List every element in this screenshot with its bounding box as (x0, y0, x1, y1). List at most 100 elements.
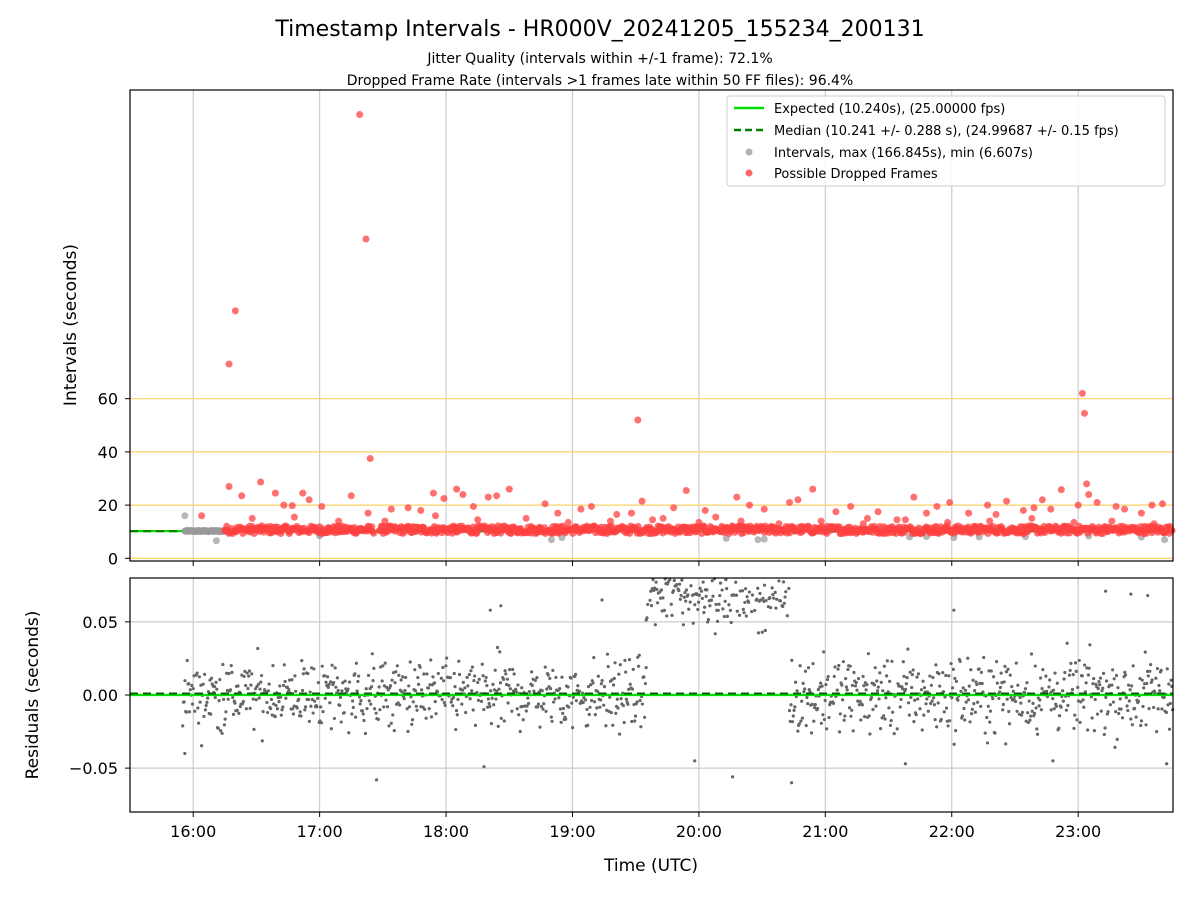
dropped-frame-point (1148, 501, 1156, 509)
residual-point (1127, 699, 1131, 703)
residual-point (374, 711, 378, 715)
residual-point (986, 704, 990, 708)
residual-point (1034, 706, 1038, 710)
residual-point (1136, 699, 1141, 703)
residual-point (1031, 701, 1035, 706)
residual-point (369, 702, 373, 706)
residual-point (925, 697, 929, 701)
residual-point (875, 689, 880, 693)
residual-point (592, 700, 597, 704)
residual-point (723, 599, 727, 603)
residual-point (581, 700, 585, 705)
residual-point (609, 710, 613, 715)
dropped-frame-point (318, 502, 326, 510)
dropped-frame-point (1083, 480, 1091, 488)
residual-point (589, 698, 594, 703)
residual-point (1126, 708, 1130, 713)
residual-point (574, 672, 578, 676)
x-tick-label: 16:00 (170, 822, 216, 841)
residual-point (372, 707, 377, 711)
residual-point (909, 695, 913, 699)
residual-point (994, 660, 999, 664)
residual-point (526, 696, 530, 700)
residual-point (638, 698, 642, 703)
residual-point (434, 712, 438, 716)
residual-point (1015, 709, 1019, 713)
residuals-y-axis-label: Residuals (seconds) (23, 611, 43, 780)
dropped-frame-point (817, 517, 825, 525)
residual-point (1011, 689, 1015, 693)
residual-point (689, 584, 693, 588)
residual-point (674, 582, 679, 587)
residual-point (764, 598, 768, 603)
residual-point (351, 705, 355, 710)
residual-point (468, 697, 472, 701)
residual-point (295, 706, 299, 710)
dropped-frame-point (305, 496, 313, 504)
residual-point (491, 682, 495, 686)
residual-point (715, 619, 720, 624)
dropped-frame-point (1108, 517, 1116, 525)
residual-point (433, 699, 437, 704)
residual-point (954, 728, 958, 733)
residual-point (383, 661, 387, 665)
residual-point (369, 685, 374, 689)
residual-point (1008, 673, 1012, 677)
residual-point (1111, 700, 1116, 704)
residual-point (326, 685, 330, 689)
residual-point (813, 702, 817, 707)
residual-point (812, 719, 816, 723)
residual-point (1006, 667, 1010, 671)
residual-point (907, 713, 911, 717)
residual-point (410, 718, 415, 722)
residual-point (530, 683, 534, 688)
residual-point (873, 666, 877, 670)
residual-point (1039, 708, 1043, 712)
residual-point (1035, 732, 1040, 736)
dropped-frame-point (453, 485, 461, 493)
residual-point (190, 683, 194, 688)
residual-point (1075, 718, 1079, 722)
dropped-frame-point (432, 512, 440, 520)
residual-point (1126, 683, 1131, 687)
residual-point (845, 688, 849, 692)
residual-point (626, 702, 630, 706)
residual-point (1054, 704, 1059, 708)
residual-point (271, 664, 275, 668)
residual-point (364, 687, 368, 691)
dropped-frame-point (670, 504, 678, 512)
residual-point (759, 598, 763, 602)
residual-point (464, 710, 468, 715)
residual-point (300, 658, 304, 663)
residual-point (1130, 723, 1134, 727)
residual-point (515, 707, 519, 711)
residual-point (378, 708, 382, 712)
residual-point (1116, 686, 1120, 690)
residual-point (846, 667, 850, 672)
residual-point (628, 682, 632, 686)
dropped-frame-point (1168, 527, 1176, 535)
residual-point (1149, 680, 1153, 685)
residual-point (755, 597, 759, 601)
residual-point (805, 695, 809, 700)
residual-point (630, 719, 634, 724)
residual-point (722, 614, 726, 619)
dropped-frame-point (1078, 389, 1086, 397)
residual-point (333, 666, 337, 670)
residual-point (408, 660, 412, 664)
residual-point (586, 685, 591, 689)
residual-point (414, 704, 418, 708)
residual-point (682, 595, 686, 599)
dropped-frame-point (484, 493, 492, 501)
residual-point (587, 712, 591, 717)
residual-point (1118, 697, 1122, 701)
residual-point (822, 650, 826, 654)
intervals-y-tick-label: 60 (98, 390, 118, 409)
residual-point (681, 623, 686, 627)
residual-point (1023, 687, 1028, 691)
residual-point (878, 727, 883, 731)
residual-point (670, 613, 674, 617)
residual-point (735, 609, 739, 613)
residual-point (1088, 643, 1092, 647)
residual-point (640, 702, 644, 706)
